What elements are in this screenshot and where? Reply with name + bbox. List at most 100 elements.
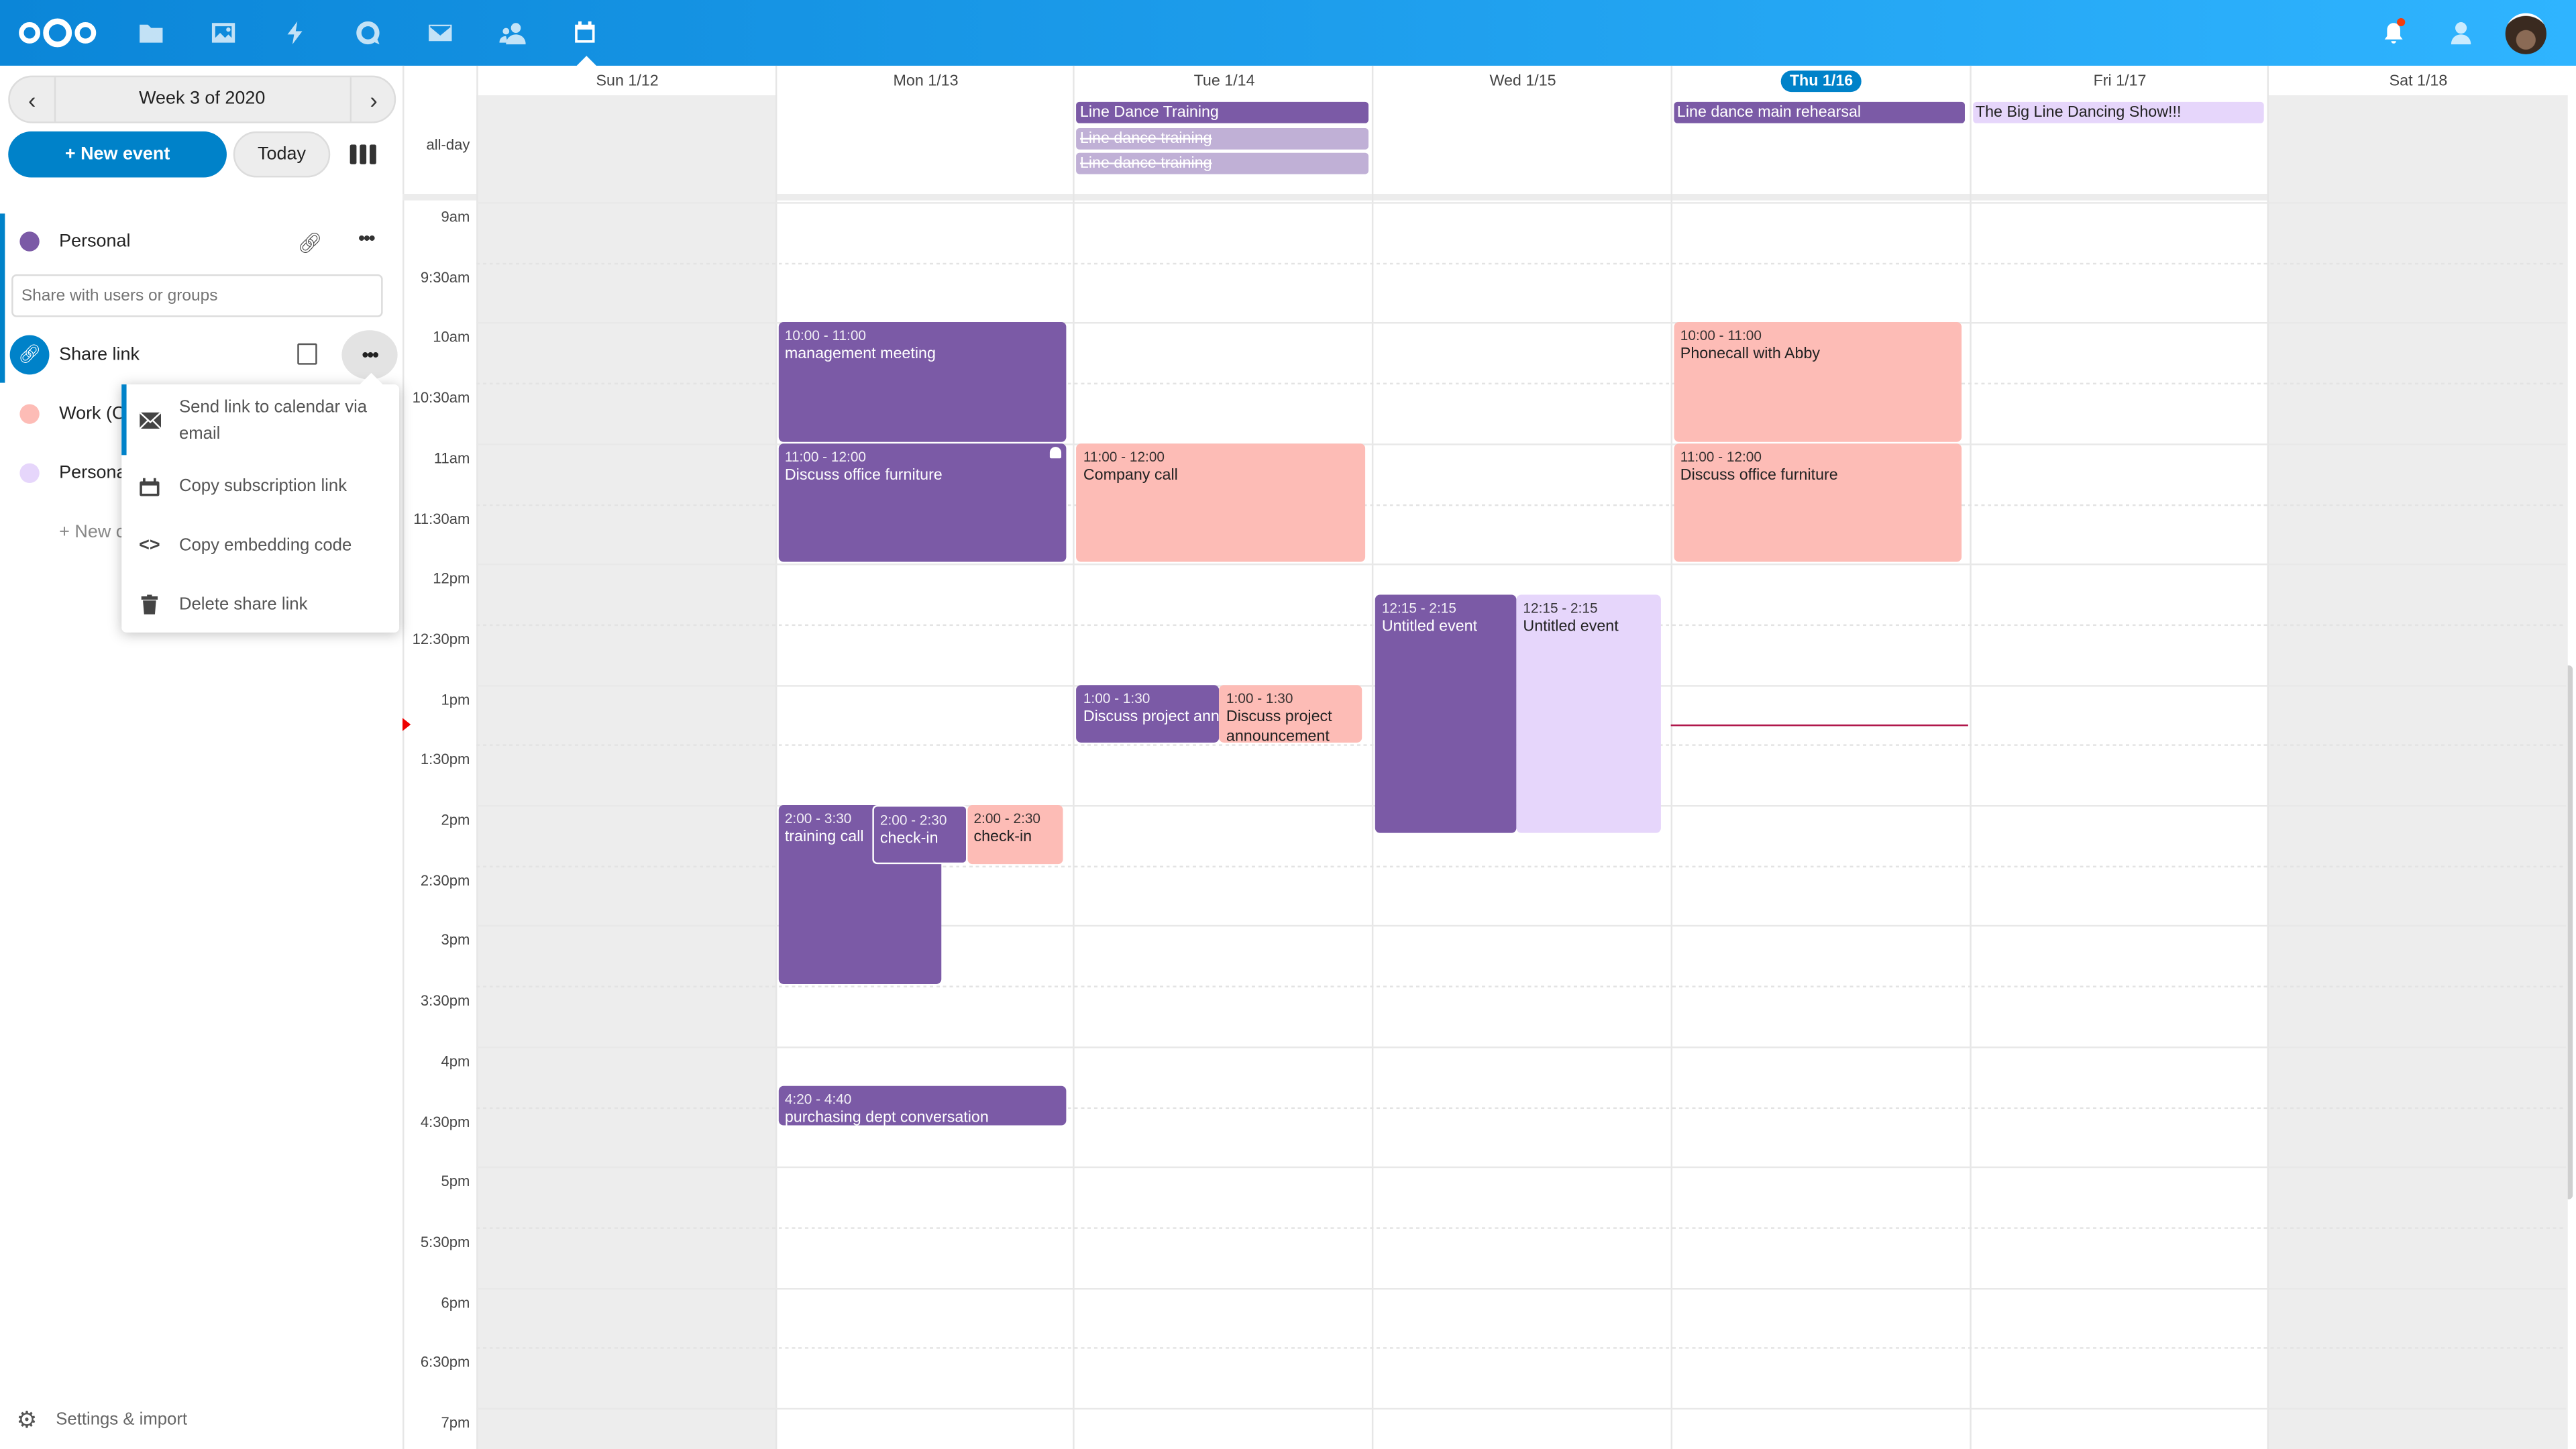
files-icon[interactable] bbox=[136, 18, 166, 48]
day-header[interactable]: Thu 1/16 bbox=[1670, 65, 1970, 96]
send-link-email-item[interactable]: Send link to calendar via email bbox=[121, 392, 399, 448]
new-calendar-button[interactable]: + New c bbox=[59, 522, 125, 543]
time-label: 2:30pm bbox=[420, 871, 470, 889]
allday-event[interactable]: The Big Line Dancing Show!!! bbox=[1972, 101, 2265, 123]
calendar-event[interactable]: 10:00 - 11:00 Phonecall with Abby bbox=[1674, 322, 1963, 442]
next-week-button[interactable]: › bbox=[350, 77, 396, 122]
calendar-event[interactable]: 11:00 - 12:00 Discuss office furniture bbox=[1674, 443, 1963, 563]
allday-event[interactable]: Line dance training bbox=[1077, 152, 1369, 174]
event-time: 2:00 - 2:30 bbox=[879, 811, 947, 828]
day-column[interactable] bbox=[1073, 95, 1373, 1449]
more-options-button[interactable]: ••• bbox=[341, 330, 398, 380]
delete-share-link-item[interactable]: Delete share link bbox=[121, 592, 399, 618]
copy-embedding-code-item[interactable]: <> Copy embedding code bbox=[121, 532, 399, 558]
grid-line bbox=[476, 382, 2567, 385]
calendar-event[interactable]: 2:00 - 2:30 check-in bbox=[967, 805, 1063, 864]
chevron-right-icon: › bbox=[370, 86, 378, 113]
contacts-menu-icon[interactable] bbox=[2445, 18, 2474, 48]
photos-icon[interactable] bbox=[209, 18, 238, 48]
mail-icon[interactable] bbox=[425, 18, 455, 48]
time-label: 7pm bbox=[441, 1414, 470, 1432]
day-column[interactable] bbox=[1969, 95, 2269, 1449]
contacts-icon[interactable] bbox=[498, 18, 527, 48]
calendar-name: Personal bbox=[59, 231, 131, 252]
day-header[interactable]: Fri 1/17 bbox=[1969, 65, 2269, 96]
calendar-event[interactable]: 11:00 - 12:00 Company call bbox=[1077, 443, 1366, 563]
grid-line bbox=[476, 564, 2567, 566]
day-header[interactable]: Sun 1/12 bbox=[476, 65, 776, 96]
event-time: 12:15 - 2:15 bbox=[1523, 598, 1598, 616]
time-label: 9:30am bbox=[420, 268, 470, 286]
time-label: 12pm bbox=[433, 570, 470, 587]
avatar[interactable] bbox=[2505, 13, 2546, 54]
time-label: 1pm bbox=[441, 691, 470, 708]
day-header[interactable]: Tue 1/14 bbox=[1073, 65, 1373, 96]
grid-line bbox=[476, 1407, 2567, 1410]
day-column[interactable] bbox=[1670, 95, 1970, 1449]
day-label: Tue 1/14 bbox=[1193, 71, 1255, 90]
day-header[interactable]: Wed 1/15 bbox=[1372, 65, 1672, 96]
grid-line bbox=[476, 1227, 2567, 1229]
allday-event[interactable]: Line Dance Training bbox=[1077, 101, 1369, 123]
event-time: 2:00 - 2:30 bbox=[973, 810, 1041, 826]
event-time: 11:00 - 12:00 bbox=[784, 448, 866, 465]
previous-week-button[interactable]: ‹ bbox=[10, 77, 56, 122]
day-column[interactable] bbox=[1372, 95, 1672, 1449]
grid-line bbox=[476, 1287, 2567, 1289]
calendar-icon bbox=[138, 475, 161, 498]
more-options-icon[interactable]: ••• bbox=[358, 226, 376, 250]
time-label: 5:30pm bbox=[420, 1233, 470, 1250]
time-label: 11am bbox=[433, 449, 470, 467]
share-link-item[interactable]: 🔗︎ Share link ••• bbox=[0, 330, 402, 380]
day-column[interactable] bbox=[775, 95, 1075, 1449]
allday-divider bbox=[402, 193, 2567, 201]
new-event-button[interactable]: + New event bbox=[8, 131, 227, 178]
time-label: 5pm bbox=[441, 1173, 470, 1190]
day-column[interactable] bbox=[476, 95, 777, 1449]
copy-to-clipboard-icon[interactable] bbox=[297, 343, 317, 365]
event-title: Untitled event bbox=[1381, 616, 1478, 635]
share-link-icon: 🔗︎ bbox=[9, 335, 50, 375]
copy-subscription-link-item[interactable]: Copy subscription link bbox=[121, 473, 399, 499]
calendar-item-personal[interactable]: Personal 🔗︎ ••• bbox=[0, 217, 402, 266]
calendar-event[interactable]: 12:15 - 2:15 Untitled event bbox=[1375, 594, 1517, 834]
day-column[interactable] bbox=[2267, 95, 2568, 1449]
calendar-event[interactable]: 4:20 - 4:40 purchasing dept conversation bbox=[778, 1086, 1067, 1125]
nextcloud-logo[interactable] bbox=[16, 16, 98, 49]
calendar-event[interactable]: 11:00 - 12:00 Discuss office furniture bbox=[778, 443, 1067, 563]
event-title: purchasing dept conversation bbox=[784, 1109, 989, 1125]
talk-icon[interactable] bbox=[354, 18, 383, 48]
active-app-indicator bbox=[576, 56, 596, 66]
event-title: Discuss office furniture bbox=[1680, 466, 1838, 484]
calendar-event[interactable]: 10:00 - 11:00 management meeting bbox=[778, 322, 1067, 442]
time-label: 2pm bbox=[441, 811, 470, 828]
event-title: training call bbox=[784, 828, 864, 847]
event-title: Discuss office furniture bbox=[784, 466, 943, 484]
calendar-item-personal-2[interactable]: Persona bbox=[0, 449, 402, 498]
share-with-users-input[interactable] bbox=[11, 274, 383, 317]
allday-event[interactable]: Line dance training bbox=[1077, 127, 1369, 149]
day-label: Mon 1/13 bbox=[893, 71, 959, 90]
calendar-event[interactable]: 2:00 - 2:30 check-in bbox=[871, 805, 967, 864]
grid-line bbox=[476, 865, 2567, 867]
time-label: 6:30pm bbox=[420, 1354, 470, 1371]
allday-event[interactable]: Line dance main rehearsal bbox=[1674, 101, 1966, 123]
activity-icon[interactable] bbox=[281, 18, 311, 48]
day-header[interactable]: Mon 1/13 bbox=[775, 65, 1075, 96]
calendar-name: Persona bbox=[59, 463, 127, 484]
day-label: Sun 1/12 bbox=[596, 71, 659, 90]
link-icon[interactable]: 🔗︎ bbox=[297, 231, 323, 255]
calendar-event[interactable]: 12:15 - 2:15 Untitled event bbox=[1516, 594, 1662, 834]
today-button[interactable]: Today bbox=[233, 131, 331, 178]
settings-import-button[interactable]: ⚙︎ Settings & import bbox=[16, 1405, 345, 1432]
active-item-indicator bbox=[121, 384, 127, 455]
calendar-icon[interactable] bbox=[570, 18, 600, 48]
calendar-item-work[interactable]: Work (C bbox=[0, 389, 402, 438]
notifications-icon[interactable] bbox=[2379, 17, 2408, 48]
day-header[interactable]: Sat 1/18 bbox=[2267, 65, 2567, 96]
view-switcher-icon[interactable] bbox=[350, 144, 376, 164]
week-label[interactable]: Week 3 of 2020 bbox=[139, 89, 266, 109]
allday-label: all-day bbox=[426, 136, 470, 153]
